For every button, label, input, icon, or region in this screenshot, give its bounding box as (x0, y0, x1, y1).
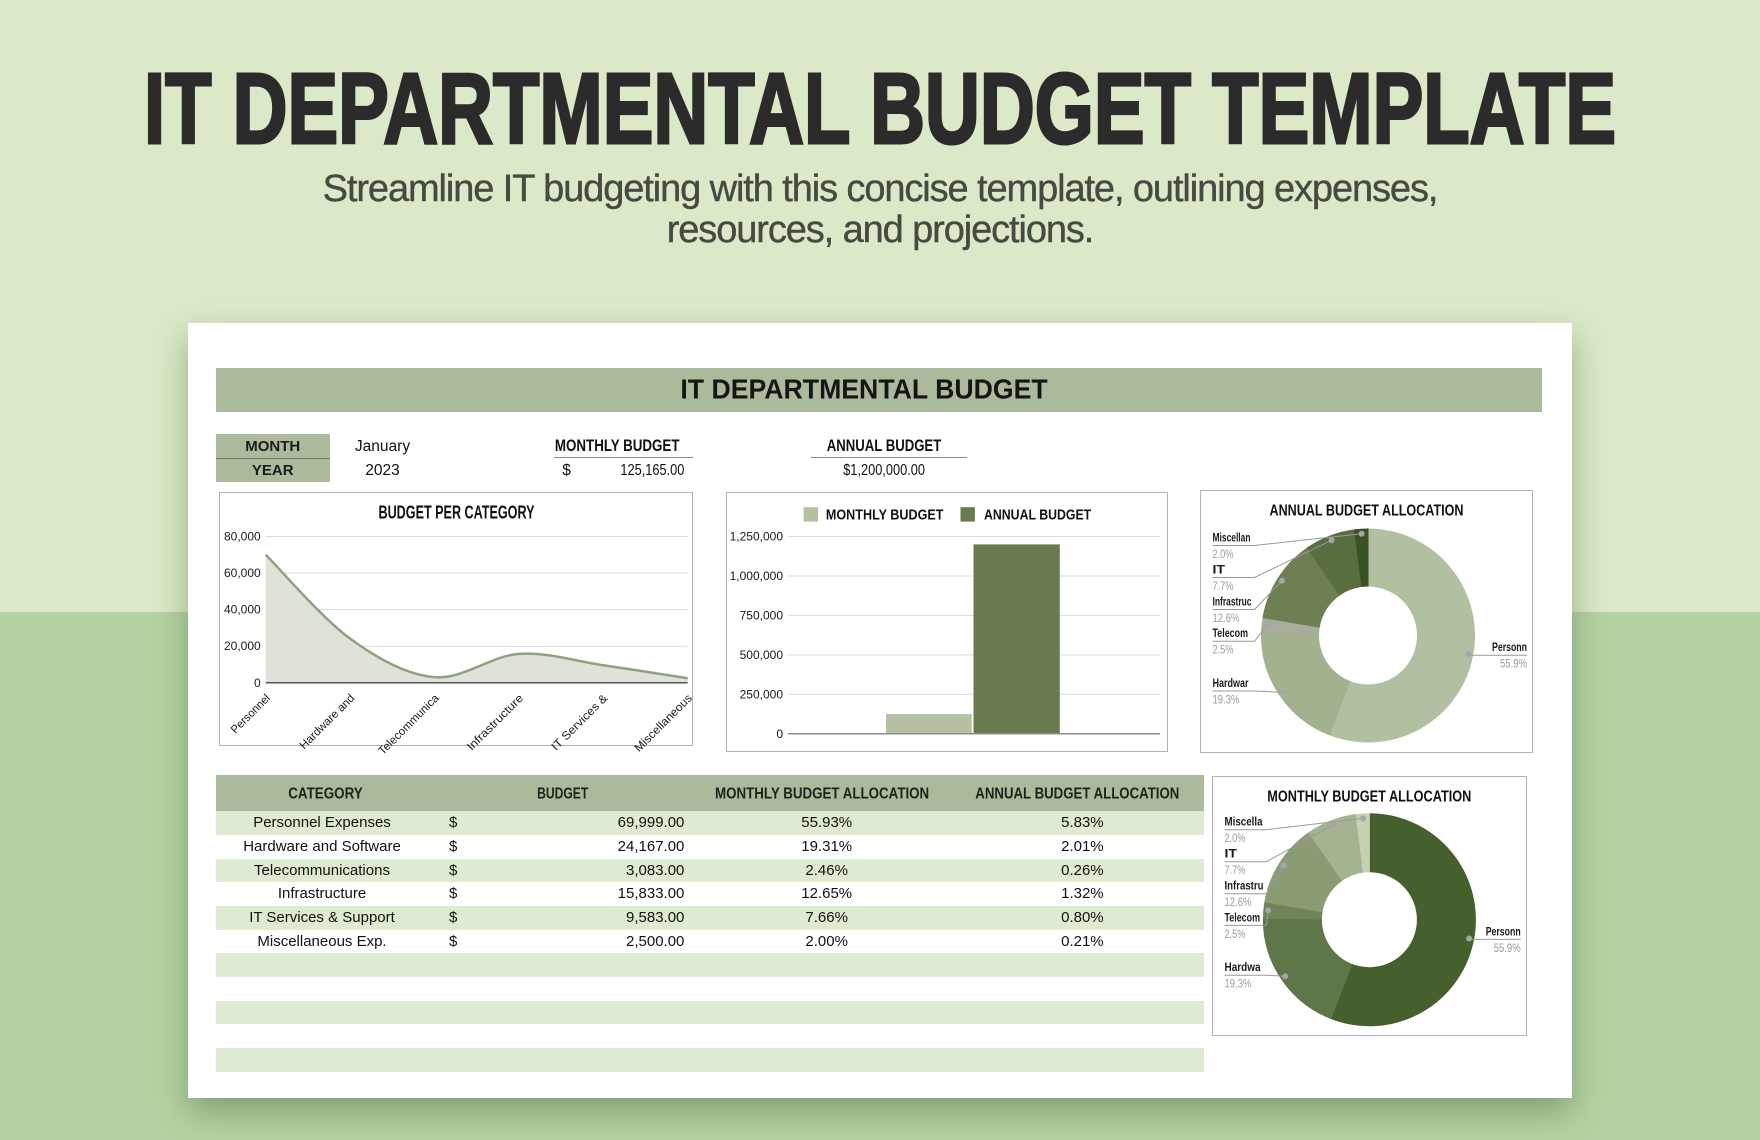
svg-text:ANNUAL BUDGET ALLOCATION: ANNUAL BUDGET ALLOCATION (1270, 503, 1464, 520)
svg-text:Infrastruc: Infrastruc (1213, 597, 1252, 609)
svg-text:12.6%: 12.6% (1213, 613, 1240, 625)
svg-text:Telecom: Telecom (1213, 628, 1249, 640)
svg-text:BUDGET PER CATEGORY: BUDGET PER CATEGORY (379, 502, 535, 522)
svg-text:MONTHLY BUDGET: MONTHLY BUDGET (555, 436, 680, 455)
svg-text:Hardwa: Hardwa (1224, 962, 1261, 974)
svg-text:19.3%: 19.3% (1213, 695, 1240, 707)
svg-text:250,000: 250,000 (740, 687, 784, 701)
svg-text:40,000: 40,000 (224, 603, 261, 617)
svg-text:750,000: 750,000 (740, 608, 784, 622)
svg-text:125,165.00: 125,165.00 (620, 462, 684, 479)
svg-text:ANNUAL BUDGET: ANNUAL BUDGET (827, 436, 942, 455)
svg-text:0: 0 (776, 727, 783, 741)
svg-text:IT DEPARTMENTAL BUDGET: IT DEPARTMENTAL BUDGET (680, 374, 1047, 405)
svg-text:Personn: Personn (1485, 927, 1520, 939)
svg-text:Personn: Personn (1492, 642, 1527, 654)
svg-text:$: $ (562, 462, 571, 479)
svg-text:2.5%: 2.5% (1213, 645, 1234, 657)
svg-text:CATEGORY: CATEGORY (288, 786, 363, 803)
svg-text:MONTHLY BUDGET: MONTHLY BUDGET (826, 507, 944, 524)
svg-text:IT: IT (1224, 849, 1237, 861)
svg-text:ANNUAL BUDGET: ANNUAL BUDGET (984, 507, 1091, 524)
svg-text:1,000,000: 1,000,000 (730, 569, 784, 583)
svg-text:7.7%: 7.7% (1213, 581, 1234, 593)
svg-text:60,000: 60,000 (224, 566, 261, 580)
svg-text:55.9%: 55.9% (1493, 943, 1520, 955)
svg-text:$1,200,000.00: $1,200,000.00 (843, 462, 925, 479)
svg-text:MONTHLY BUDGET ALLOCATION: MONTHLY BUDGET ALLOCATION (1267, 789, 1471, 806)
svg-text:500,000: 500,000 (740, 648, 784, 662)
svg-text:55.9%: 55.9% (1500, 659, 1527, 671)
svg-text:80,000: 80,000 (224, 530, 261, 544)
svg-text:12.6%: 12.6% (1224, 897, 1251, 909)
svg-text:2.5%: 2.5% (1224, 929, 1245, 941)
svg-text:20,000: 20,000 (224, 639, 261, 653)
svg-text:19.3%: 19.3% (1224, 979, 1251, 991)
svg-text:Miscella: Miscella (1224, 817, 1263, 829)
svg-text:ANNUAL BUDGET ALLOCATION: ANNUAL BUDGET ALLOCATION (975, 786, 1179, 803)
svg-text:Hardwar: Hardwar (1213, 678, 1249, 690)
svg-text:1,250,000: 1,250,000 (730, 530, 784, 544)
svg-text:MONTHLY BUDGET ALLOCATION: MONTHLY BUDGET ALLOCATION (715, 786, 929, 803)
svg-text:2.0%: 2.0% (1224, 833, 1245, 845)
svg-text:IT: IT (1213, 565, 1226, 577)
svg-text:Telecom: Telecom (1224, 913, 1260, 925)
svg-text:BUDGET: BUDGET (537, 786, 589, 803)
svg-text:Miscellan: Miscellan (1213, 533, 1251, 545)
svg-text:0: 0 (254, 676, 261, 690)
svg-text:Infrastru: Infrastru (1224, 881, 1263, 893)
svg-text:7.7%: 7.7% (1224, 865, 1245, 877)
svg-text:2.0%: 2.0% (1213, 549, 1234, 561)
